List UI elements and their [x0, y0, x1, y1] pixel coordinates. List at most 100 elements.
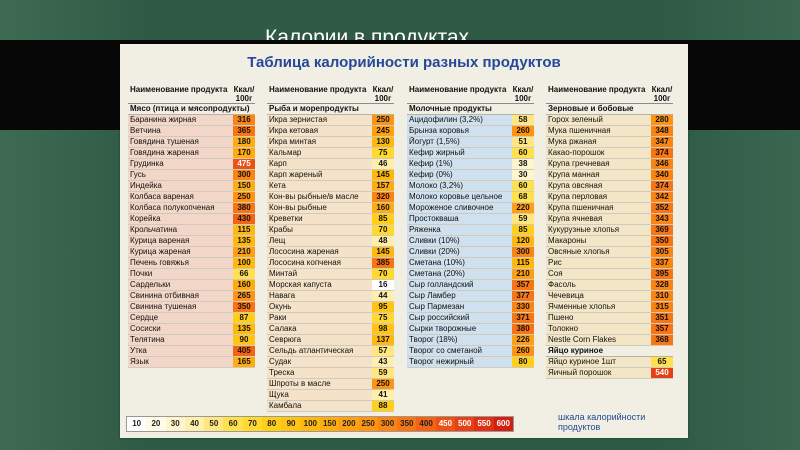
table-row: Баранина жирная 316: [128, 115, 255, 126]
category-title: Мясо (птица и мясопродукты): [128, 104, 255, 115]
table-row: Мука ржаная 347: [546, 137, 673, 148]
table-row: Окунь 95: [267, 302, 394, 313]
kcal-value: 85: [512, 225, 534, 235]
table-row: Сырки творожные 380: [407, 324, 534, 335]
table-row: Соя 395: [546, 269, 673, 280]
product-name: Утка: [128, 346, 233, 356]
table-row: Гусь 300: [128, 170, 255, 181]
product-name: Простокваша: [407, 214, 512, 224]
kcal-value: 348: [651, 126, 673, 136]
kcal-value: 115: [233, 225, 255, 235]
table-row: Камбала 88: [267, 401, 394, 412]
kcal-value: 265: [233, 291, 255, 301]
table-row: Крабы 70: [267, 225, 394, 236]
product-name: Севрюга: [267, 335, 372, 345]
kcal-value: 374: [651, 148, 673, 158]
kcal-value: 60: [512, 148, 534, 158]
category-title: Молочные продукты: [407, 104, 534, 115]
table-row: Карп 46: [267, 159, 394, 170]
scale-cell: 70: [242, 417, 263, 431]
kcal-value: 371: [512, 313, 534, 323]
scale-label: шкала калорийности продуктов: [558, 412, 646, 432]
kcal-value: 357: [651, 324, 673, 334]
product-name: Колбаса вареная: [128, 192, 233, 202]
product-name: Крупа перловая: [546, 192, 651, 202]
kcal-value: 210: [233, 247, 255, 257]
table-row: Курица жареная 210: [128, 247, 255, 258]
table-row: Nestle Corn Flakes 368: [546, 335, 673, 346]
table-row: Крупа овсяная 374: [546, 181, 673, 192]
product-name: Горох зеленый: [546, 115, 651, 125]
product-name: Кефир (0%): [407, 170, 512, 180]
product-name: Молоко коровье цельное: [407, 192, 512, 202]
table-row: Колбаса полукопченая 380: [128, 203, 255, 214]
kcal-value: 150: [233, 181, 255, 191]
kcal-value: 157: [372, 181, 394, 191]
product-name: Раки: [267, 313, 372, 323]
kcal-value: 160: [372, 203, 394, 213]
product-name: Сырки творожные: [407, 324, 512, 334]
product-name: Лососина копченая: [267, 258, 372, 268]
product-name: Творог нежирный: [407, 357, 512, 367]
header-product-name: Наименование продукта: [269, 85, 367, 94]
product-name: Треска: [267, 368, 372, 378]
table-row: Брынза коровья 260: [407, 126, 534, 137]
table-row: Рис 337: [546, 258, 673, 269]
table-row: Горох зеленый 280: [546, 115, 673, 126]
kcal-value: 65: [651, 357, 673, 367]
table-row: Творог (18%) 226: [407, 335, 534, 346]
table-row: Раки 75: [267, 313, 394, 324]
scale-cell: 400: [416, 417, 436, 431]
product-name: Печень говяжья: [128, 258, 233, 268]
table-row: Кефир (0%) 30: [407, 170, 534, 181]
product-name: Сыр Пармезан: [407, 302, 512, 312]
kcal-value: 342: [651, 192, 673, 202]
table-row: Свинина отбивная 265: [128, 291, 255, 302]
kcal-value: 95: [372, 302, 394, 312]
kcal-value: 340: [651, 170, 673, 180]
scale-cell: 60: [223, 417, 243, 431]
kcal-value: 60: [512, 181, 534, 191]
product-name: Кон-вы рыбные/в масле: [267, 192, 372, 202]
product-name: Творог (18%): [407, 335, 512, 345]
column-body: Зерновые и бобовые Горох зеленый 280 Мука п…: [546, 104, 673, 379]
table-row: Колбаса вареная 250: [128, 192, 255, 203]
table-row: Сыр голландский 357: [407, 280, 534, 291]
product-name: Кета: [267, 181, 372, 191]
kcal-value: 85: [372, 214, 394, 224]
product-name: Кальмар: [267, 148, 372, 158]
table-row: Телятина 90: [128, 335, 255, 346]
product-name: Минтай: [267, 269, 372, 279]
table-row: Сливки (10%) 120: [407, 236, 534, 247]
scale-cell: 450: [435, 417, 456, 431]
product-name: Камбала: [267, 401, 372, 411]
product-name: Йогурт (1,5%): [407, 137, 512, 147]
product-name: Nestle Corn Flakes: [546, 335, 651, 345]
product-name: Мука пшеничная: [546, 126, 651, 136]
table-row: Говядина тушеная 180: [128, 137, 255, 148]
scale-cell: 250: [358, 417, 378, 431]
kcal-value: 80: [512, 357, 534, 367]
kcal-value: 346: [651, 159, 673, 169]
kcal-value: 350: [233, 302, 255, 312]
kcal-value: 352: [651, 203, 673, 213]
table-row: Кета 157: [267, 181, 394, 192]
table-row: Свинина тушеная 350: [128, 302, 255, 313]
kcal-value: 316: [233, 115, 255, 125]
table-row: Икра минтая 130: [267, 137, 394, 148]
table-row: Кон-вы рыбные 160: [267, 203, 394, 214]
kcal-value: 380: [233, 203, 255, 213]
scale-cell: 150: [319, 417, 340, 431]
table-row: Творог со сметаной 260: [407, 346, 534, 357]
column-header: Наименование продукта Ккал/ 100г: [267, 84, 394, 104]
product-name: Толокно: [546, 324, 651, 334]
table-row: Крупа гречневая 346: [546, 159, 673, 170]
kcal-value: 369: [651, 225, 673, 235]
kcal-value: 430: [233, 214, 255, 224]
table-row: Щука 41: [267, 390, 394, 401]
product-name: Сельдь атлантическая: [267, 346, 372, 356]
column-header: Наименование продукта Ккал/ 100г: [128, 84, 255, 104]
product-name: Крабы: [267, 225, 372, 235]
kcal-value: 98: [372, 324, 394, 334]
kcal-value: 260: [512, 346, 534, 356]
